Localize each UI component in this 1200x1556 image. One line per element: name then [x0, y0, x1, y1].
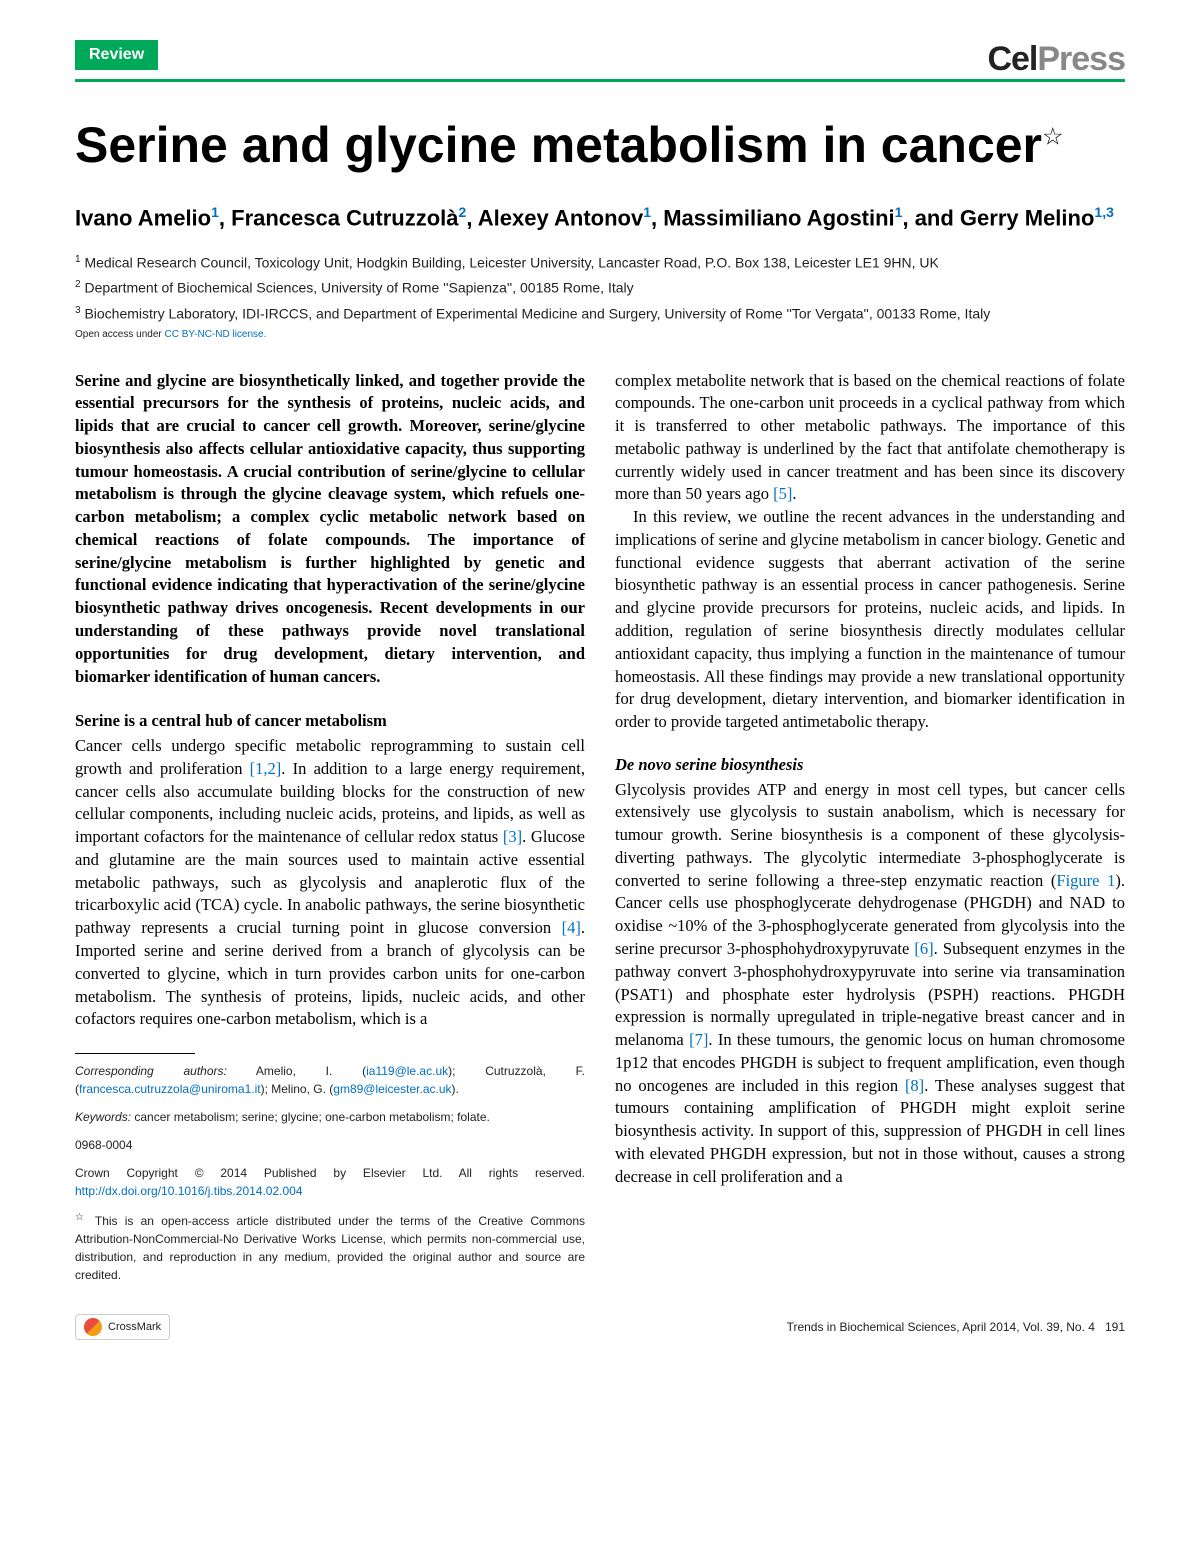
title-text: Serine and glycine metabolism in cancer	[75, 117, 1042, 173]
license-note: Open access under CC BY-NC-ND license.	[75, 329, 1125, 340]
section-2-body: Glycolysis provides ATP and energy in mo…	[615, 779, 1125, 1189]
title-star-icon: ☆	[1042, 123, 1064, 150]
column-right: complex metabolite network that is based…	[615, 370, 1125, 1294]
top-bar: Review CelPress	[75, 40, 1125, 82]
section-2-italic: De novo serine biosynthesis	[615, 755, 803, 774]
crossmark-badge[interactable]: CrossMark	[75, 1314, 170, 1340]
corresponding-authors: Corresponding authors: Amelio, I. (ia119…	[75, 1062, 585, 1098]
license-prefix: Open access under	[75, 329, 165, 340]
footnote-divider	[75, 1053, 195, 1054]
affiliation-1: 1 Medical Research Council, Toxicology U…	[75, 252, 1125, 274]
open-access-footnote: ☆ This is an open-access article distrib…	[75, 1210, 585, 1284]
section-heading-2: De novo serine biosynthesis	[615, 754, 1125, 777]
keywords-text: cancer metabolism; serine; glycine; one-…	[131, 1110, 490, 1124]
logo-press-part: Press	[1037, 40, 1125, 78]
page-number: 191	[1105, 1320, 1125, 1334]
citation-footer: Trends in Biochemical Sciences, April 20…	[787, 1320, 1125, 1334]
article-title: Serine and glycine metabolism in cancer☆	[75, 117, 1125, 175]
column-left: Serine and glycine are biosynthetically …	[75, 370, 585, 1294]
corresponding-label: Corresponding authors:	[75, 1064, 227, 1078]
body-columns: Serine and glycine are biosynthetically …	[75, 370, 1125, 1294]
affiliation-3: 3 Biochemistry Laboratory, IDI-IRCCS, an…	[75, 303, 1125, 325]
col2-para-2: In this review, we outline the recent ad…	[615, 506, 1125, 734]
crossmark-icon	[84, 1318, 102, 1336]
issn: 0968-0004	[75, 1136, 585, 1154]
publisher-logo: CelPress	[987, 40, 1125, 79]
abstract: Serine and glycine are biosynthetically …	[75, 370, 585, 689]
copyright: Crown Copyright © 2014 Published by Else…	[75, 1164, 585, 1200]
logo-cell-part: Cel	[987, 40, 1037, 78]
affiliations-block: 1 Medical Research Council, Toxicology U…	[75, 252, 1125, 325]
col2-para-1: complex metabolite network that is based…	[615, 370, 1125, 507]
author-list: Ivano Amelio1, Francesca Cutruzzolà2, Al…	[75, 203, 1125, 234]
license-link[interactable]: CC BY-NC-ND license.	[165, 329, 267, 340]
keywords: Keywords: cancer metabolism; serine; gly…	[75, 1108, 585, 1126]
crossmark-label: CrossMark	[108, 1321, 161, 1333]
keywords-label: Keywords:	[75, 1110, 131, 1124]
section-heading-1: Serine is a central hub of cancer metabo…	[75, 710, 585, 733]
page-footer: CrossMark Trends in Biochemical Sciences…	[75, 1314, 1125, 1340]
citation-text: Trends in Biochemical Sciences, April 20…	[787, 1320, 1095, 1334]
section-1-body: Cancer cells undergo specific metabolic …	[75, 735, 585, 1031]
article-type-badge: Review	[75, 40, 158, 70]
affiliation-2: 2 Department of Biochemical Sciences, Un…	[75, 277, 1125, 299]
